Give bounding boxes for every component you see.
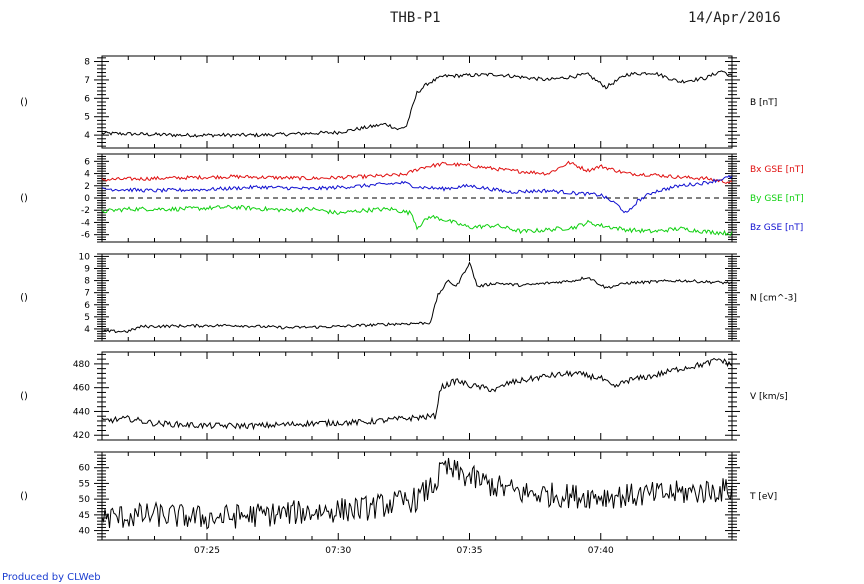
panel-v (94, 351, 740, 441)
series-label: Bz GSE [nT] (750, 223, 803, 233)
y-tick-label: 60 (79, 464, 91, 474)
y-tick-label: -2 (81, 206, 90, 216)
series-label: B [nT] (750, 98, 777, 108)
x-tick-label: 07:35 (457, 546, 483, 556)
panel-n (94, 253, 740, 342)
x-tick-label: 07:25 (194, 546, 220, 556)
y-tick-label: 4 (84, 325, 90, 335)
panel-t (94, 451, 740, 541)
panel-bxyz (94, 153, 740, 243)
series-line-b (101, 70, 733, 138)
y-tick-label: 420 (73, 431, 90, 441)
y-tick-label: 45 (79, 511, 90, 521)
plot-date: 14/Apr/2016 (688, 10, 781, 26)
y-tick-label: 4 (84, 170, 90, 180)
y-tick-label: 440 (73, 407, 90, 417)
series-line-by (101, 204, 733, 236)
panel-left-label: () (20, 193, 28, 204)
x-tick-label: 07:30 (325, 546, 351, 556)
y-tick-label: 2 (84, 182, 90, 192)
y-tick-label: 10 (79, 252, 91, 262)
y-tick-label: 9 (84, 265, 90, 275)
panel-b (94, 55, 740, 149)
y-tick-label: 8 (84, 58, 90, 68)
y-tick-label: -6 (81, 231, 90, 241)
series-label: T [eV] (749, 492, 777, 502)
panel-left-label: () (20, 97, 28, 108)
y-tick-label: 6 (84, 301, 90, 311)
y-tick-label: 8 (84, 277, 90, 287)
y-tick-label: 0 (84, 194, 90, 204)
plot-title: THB-P1 (390, 10, 441, 26)
y-tick-label: 460 (73, 384, 90, 394)
y-tick-label: 7 (84, 76, 90, 86)
series-label: By GSE [nT] (750, 194, 804, 204)
series-line-bz (101, 174, 733, 214)
series-label: Bx GSE [nT] (750, 165, 804, 175)
y-tick-label: 6 (84, 157, 90, 167)
panel-left-label: () (20, 491, 28, 502)
y-tick-label: 480 (73, 360, 90, 370)
series-line-t (101, 457, 733, 530)
x-tick-label: 07:40 (588, 546, 614, 556)
y-tick-label: 40 (79, 527, 91, 537)
footer-credit: Produced by CLWeb (2, 572, 101, 583)
panel-left-label: () (20, 391, 28, 402)
panel-frame (101, 55, 733, 149)
y-tick-label: 7 (84, 289, 90, 299)
panel-left-label: () (20, 293, 28, 304)
y-tick-label: 55 (79, 479, 90, 489)
series-label: N [cm^-3] (750, 294, 797, 304)
panel-frame (101, 253, 733, 342)
y-tick-label: 4 (84, 131, 90, 141)
y-tick-label: 5 (84, 113, 90, 123)
series-line-n (101, 261, 733, 334)
series-label: V [km/s] (750, 392, 788, 402)
y-tick-label: 6 (84, 94, 90, 104)
y-tick-label: -4 (81, 218, 90, 228)
y-tick-label: 5 (84, 313, 90, 323)
y-tick-label: 50 (79, 495, 91, 505)
series-line-bx (101, 160, 733, 184)
series-line-v (101, 357, 733, 431)
